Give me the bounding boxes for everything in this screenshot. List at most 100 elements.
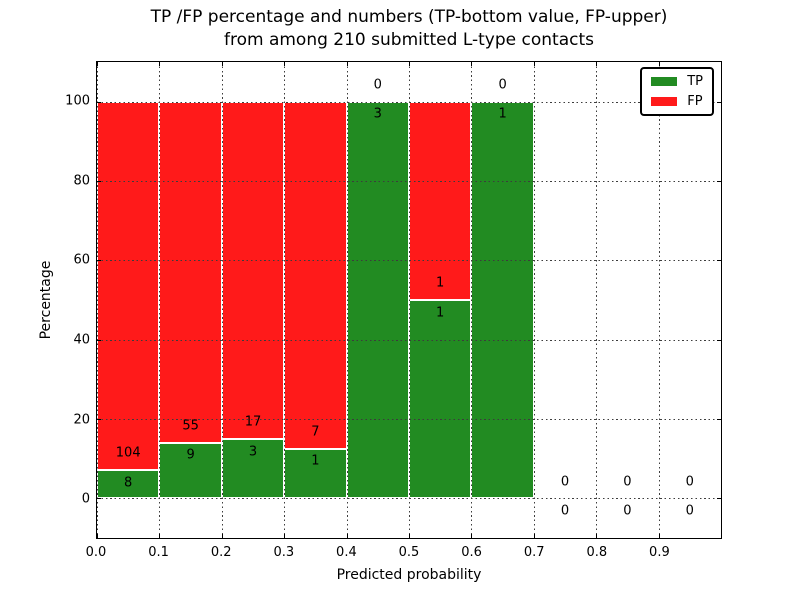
fp-count-label: 0 (685, 474, 694, 490)
x-gridline (409, 62, 410, 538)
y-tick-label: 60 (73, 252, 90, 268)
tp-count-label: 8 (124, 475, 133, 491)
x-tick-mark-bottom (346, 534, 348, 538)
y-tick-mark-right (717, 181, 721, 182)
fp-bar-segment (284, 101, 347, 449)
x-tick-mark-top (471, 62, 473, 66)
fp-count-label: 55 (182, 418, 199, 434)
y-tick-mark-left (97, 181, 101, 182)
tp-count-label: 0 (623, 503, 632, 519)
tp-bar-segment (409, 300, 472, 499)
chart-title-line2: from among 210 submitted L-type contacts (223, 30, 594, 50)
x-tick-mark-bottom (533, 534, 535, 538)
x-tick-mark-bottom (596, 534, 598, 538)
x-gridline (284, 62, 286, 538)
tp-count-label: 3 (373, 106, 382, 122)
x-tick-label: 0.9 (649, 545, 670, 560)
tp-count-label: 1 (311, 453, 320, 469)
tp-count-label: 1 (498, 106, 507, 122)
chart-title: TP /FP percentage and numbers (TP-bottom… (96, 6, 722, 52)
fp-bar-segment (221, 101, 285, 439)
tp-count-label: 1 (436, 305, 445, 321)
x-tick-label: 0.8 (586, 545, 608, 560)
fp-count-label: 0 (623, 474, 632, 490)
x-gridline (533, 62, 535, 538)
x-tick-mark-bottom (221, 534, 223, 538)
y-tick-mark-left (97, 339, 101, 341)
x-tick-mark-bottom (471, 534, 473, 538)
tp-bar-segment (471, 101, 534, 499)
x-gridline (346, 62, 348, 538)
y-tick-label: 40 (73, 332, 90, 348)
x-tick-mark-top (346, 62, 348, 66)
fp-bar-segment (409, 101, 472, 300)
x-tick-mark-bottom (284, 534, 286, 538)
x-tick-mark-bottom (159, 534, 161, 538)
fp-count-label: 17 (244, 414, 262, 430)
x-gridline (658, 62, 660, 538)
tp-bar-segment (97, 470, 160, 499)
x-gridline (471, 62, 473, 538)
fp-count-label: 104 (115, 445, 141, 461)
legend-fp-swatch (651, 97, 678, 106)
y-tick-label: 80 (73, 173, 90, 188)
x-axis-tick-labels: 0.0 0.1 0.2 0.3 0.4 0.5 0.6 0.7 0.8 0.9 (86, 539, 722, 561)
x-gridline (97, 62, 98, 538)
x-tick-mark-top (596, 62, 598, 66)
y-tick-mark-left (97, 498, 101, 500)
legend-entry-fp: FP (651, 95, 703, 108)
x-tick-mark-top (409, 62, 410, 66)
x-tick-label: 0.6 (461, 545, 482, 560)
y-axis-tick-labels: 0 20 40 60 80 100 (0, 61, 90, 539)
legend-entry-tp: TP (651, 75, 703, 88)
fp-bar-segment (159, 101, 222, 443)
legend-tp-label: TP (687, 74, 703, 89)
tp-bar-segment (284, 448, 347, 499)
x-tick-label: 0.0 (85, 545, 107, 560)
x-tick-mark-top (159, 62, 161, 66)
x-tick-label: 0.1 (148, 545, 169, 560)
x-gridline (159, 62, 161, 538)
fp-bar-segment (97, 101, 160, 470)
y-tick-label: 100 (65, 93, 90, 109)
fp-count-label: 7 (311, 424, 320, 440)
x-axis-label: Predicted probability (336, 567, 482, 583)
x-gridline (596, 62, 598, 538)
fp-count-label: 0 (498, 77, 507, 93)
chart-title-line1: TP /FP percentage and numbers (TP-bottom… (150, 7, 668, 27)
x-tick-mark-top (221, 62, 223, 66)
tp-count-label: 3 (248, 444, 258, 460)
y-tick-label: 20 (73, 412, 90, 427)
x-tick-mark-bottom (97, 534, 98, 538)
x-tick-mark-top (533, 62, 535, 66)
y-tick-label: 0 (81, 491, 90, 507)
x-tick-mark-top (284, 62, 286, 66)
y-tick-mark-right (717, 101, 721, 103)
legend-tp-swatch (651, 77, 678, 86)
legend-fp-label: FP (687, 94, 703, 109)
x-tick-label: 0.7 (523, 545, 545, 560)
fp-count-label: 1 (436, 275, 445, 291)
tp-count-label: 0 (560, 503, 570, 519)
tp-count-label: 9 (186, 447, 195, 463)
y-tick-mark-left (97, 419, 101, 420)
x-tick-label: 0.5 (398, 545, 420, 560)
x-gridline (221, 62, 223, 538)
y-tick-mark-right (717, 419, 721, 420)
fp-count-label: 0 (373, 77, 382, 93)
x-tick-mark-top (658, 62, 660, 66)
plot-area: TP FP 104 8 55 9 17 3 7 1 0 3 1 1 0 1 0 0 0 0 0 0 (96, 61, 722, 539)
y-tick-mark-left (97, 101, 101, 103)
y-tick-mark-right (717, 339, 721, 341)
x-tick-mark-bottom (658, 534, 660, 538)
fp-count-label: 0 (560, 474, 570, 490)
tp-bar-segment (159, 442, 222, 499)
y-tick-mark-left (97, 260, 101, 262)
x-tick-mark-bottom (409, 534, 410, 538)
legend: TP FP (640, 67, 714, 116)
y-tick-mark-right (717, 498, 721, 500)
x-tick-label: 0.4 (336, 545, 357, 560)
tp-bar-segment (346, 101, 409, 499)
x-tick-label: 0.3 (273, 545, 295, 560)
